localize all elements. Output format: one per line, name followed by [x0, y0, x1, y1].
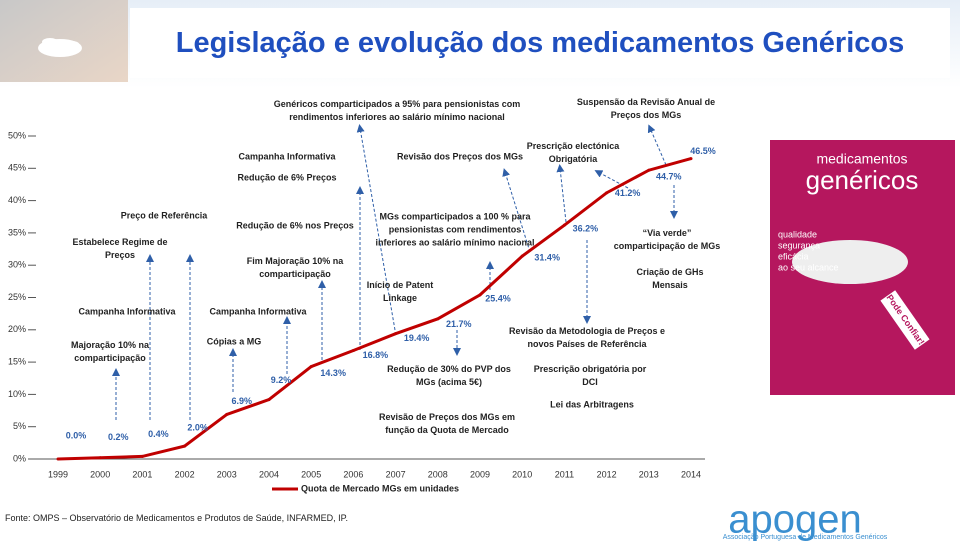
y-tick-label: 10% — [8, 389, 26, 399]
annotation: Cópias a MG — [206, 336, 262, 347]
x-tick-label: 2012 — [597, 469, 617, 479]
data-label: 6.9% — [232, 396, 253, 406]
x-tick-label: 2004 — [259, 469, 279, 479]
point — [394, 332, 398, 336]
annotation: Revisão de Preços dos MGs em função da Q… — [378, 412, 516, 435]
annotation: Prescrição electónica Obrigatória — [526, 141, 620, 164]
annotation: Criação de GHs Mensais — [636, 267, 704, 290]
x-tick-label: 2000 — [90, 469, 110, 479]
y-tick-label: 30% — [8, 260, 26, 270]
point — [140, 454, 144, 458]
data-label: 0.4% — [148, 429, 169, 439]
box-claim: qualidade — [778, 229, 817, 239]
point — [689, 157, 693, 161]
point — [267, 398, 271, 402]
x-tick-label: 2013 — [639, 469, 659, 479]
point — [309, 365, 313, 369]
y-tick-label: 15% — [8, 356, 26, 366]
data-label: 36.2% — [573, 224, 599, 234]
data-label: 21.7% — [446, 319, 472, 329]
annotation: “Via verde” comparticipação de MGs — [613, 228, 721, 251]
y-tick-label: 20% — [8, 324, 26, 334]
line — [57, 157, 692, 461]
annotation: Redução de 30% do PVP dos MGs (acima 5€) — [387, 364, 511, 387]
annotation: Redução de 6% Preços — [237, 172, 337, 183]
x-tick-label: 2003 — [217, 469, 237, 479]
box-name: genéricos — [806, 165, 919, 195]
x-tick-label: 2011 — [555, 469, 574, 479]
point — [98, 456, 102, 460]
y-tick-label: 0% — [13, 453, 26, 463]
annotation: Prescrição obrigatória por DCI — [533, 364, 647, 387]
y-tick-label: 45% — [8, 163, 26, 173]
annotation: Estabelece Regime de Preços — [72, 237, 168, 260]
point — [520, 254, 524, 258]
annotation: Lei das Arbitragens — [550, 399, 634, 410]
annotation: Preço de Referência — [120, 210, 208, 221]
point — [225, 412, 229, 416]
data-label: 44.7% — [656, 172, 682, 182]
annotation: MGs comparticipados a 100 % para pension… — [375, 211, 535, 248]
x-tick-label: 2008 — [428, 469, 448, 479]
box-claim: ao seu alcance — [778, 262, 839, 272]
point — [56, 457, 60, 461]
data-label: 0.2% — [108, 432, 129, 442]
x-tick-label: 2009 — [470, 469, 490, 479]
y-tick-label: 5% — [13, 421, 26, 431]
data-label: 41.2% — [615, 188, 641, 198]
slide-title: Legislação e evolução dos medicamentos G… — [130, 8, 950, 78]
annotation: Campanha Informativa — [238, 151, 336, 162]
legend-label: Quota de Mercado MGs em unidades — [301, 483, 459, 493]
y-tick-label: 25% — [8, 292, 26, 302]
x-tick-label: 2006 — [343, 469, 363, 479]
data-label: 9.2% — [271, 375, 292, 385]
y-tick-label: 40% — [8, 195, 26, 205]
box-claim: segurança — [778, 240, 820, 250]
pill-image — [792, 240, 908, 284]
x-tick-label: 2001 — [132, 469, 152, 479]
annotation: Redução de 6% nos Preços — [236, 220, 354, 231]
x-tick-label: 2005 — [301, 469, 321, 479]
data-label: 19.4% — [404, 333, 430, 343]
point — [562, 223, 566, 227]
box-claim: eficácia — [778, 251, 809, 261]
data-label: 31.4% — [534, 253, 560, 263]
annotation: Revisão da Metodologia de Preços e novos… — [508, 326, 666, 349]
data-label: 46.5% — [690, 146, 716, 156]
point — [478, 293, 482, 297]
x-tick-label: 1999 — [48, 469, 68, 479]
y-tick-label: 35% — [8, 227, 26, 237]
annotation: Genéricos comparticipados a 95% para pen… — [273, 99, 521, 122]
x-tick-label: 2002 — [175, 469, 195, 479]
source: Fonte: OMPS – Observatório de Medicament… — [5, 513, 348, 523]
x-tick-label: 2007 — [386, 469, 406, 479]
x-tick-label: 2014 — [681, 469, 701, 479]
point — [183, 444, 187, 448]
annotation: Campanha Informativa — [78, 306, 176, 317]
annotation: Campanha Informativa — [209, 306, 307, 317]
annotation: Início de Patent Linkage — [366, 280, 434, 303]
box-brand: medicamentos — [816, 151, 907, 167]
data-label: 2.0% — [187, 422, 208, 432]
logo-name: apogen — [728, 498, 861, 542]
data-label: 25.4% — [485, 293, 511, 303]
y-tick-label: 50% — [8, 130, 26, 140]
annotation: Majoração 10% na comparticipação — [70, 340, 150, 363]
logo-subtitle: Associação Portuguesa de Medicamentos Ge… — [723, 534, 888, 541]
point — [605, 191, 609, 195]
point — [436, 317, 440, 321]
annotation: Fim Majoração 10% na comparticipação — [246, 256, 344, 279]
pills — [38, 38, 82, 57]
annotation: Revisão dos Preços dos MGs — [396, 151, 524, 162]
data-label: 0.0% — [66, 430, 87, 440]
annotation: Suspensão da Revisão Anual de Preços dos… — [576, 97, 716, 120]
x-tick-label: 2010 — [512, 469, 532, 479]
point — [647, 168, 651, 172]
data-label: 14.3% — [320, 368, 346, 378]
point — [351, 348, 355, 352]
data-label: 16.8% — [363, 350, 389, 360]
